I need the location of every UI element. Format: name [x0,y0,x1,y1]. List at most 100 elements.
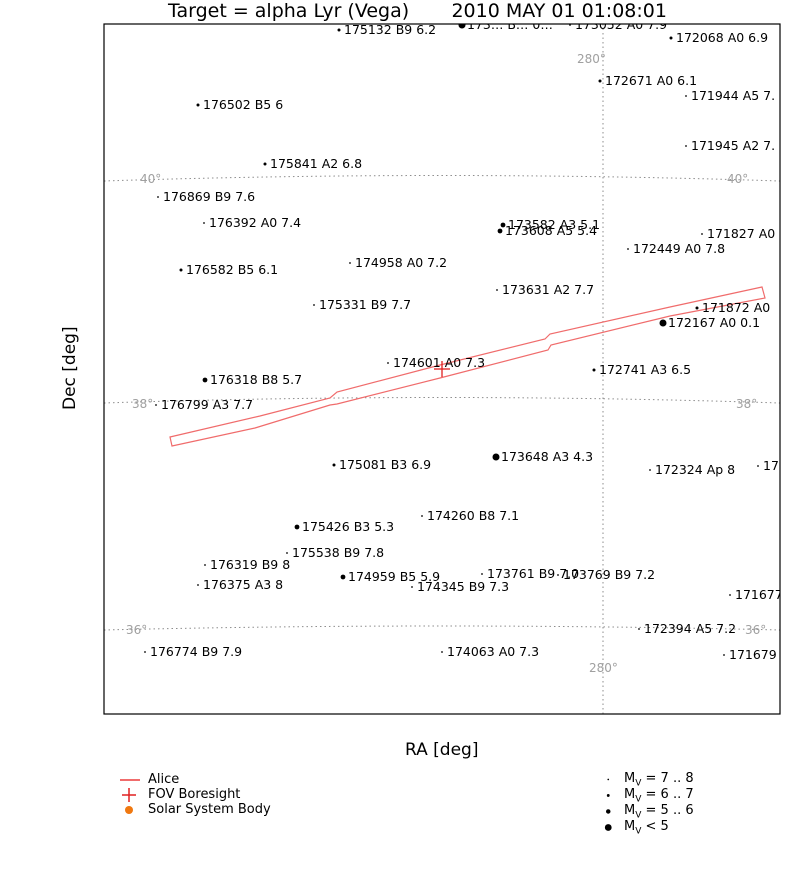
star: 171944 A5 7. [685,88,775,103]
star: 176869 B9 7.6 [157,189,255,204]
legend-solar-label: Solar System Body [148,802,271,817]
title-target: Target = alpha Lyr (Vega) [168,0,410,22]
star-label: 176774 B9 7.9 [150,644,242,659]
star-dot [204,564,206,566]
star: 176392 A0 7.4 [203,215,301,230]
grid-label: 36° [126,623,147,637]
star: 173582 A3 5.1 [500,217,600,232]
legend-instruments: Alice FOV Boresight Solar System Body [120,772,271,817]
legend-mag-5-6: MV = 5 .. 6 [600,803,694,821]
star-dot [627,248,629,250]
star: 176582 B5 6.1 [179,262,278,277]
star-label: 173582 A3 5.1 [508,217,600,232]
grid-label: 280° [577,52,606,66]
star-label: 175538 B9 7.8 [292,545,384,560]
star-label: 175331 B9 7.7 [319,297,411,312]
star-label: 176318 B8 5.7 [210,372,302,387]
star-label: 173608 A5 5.4 [505,223,597,238]
star-label: 173052 A0 7.9 [575,17,667,32]
alice-fov-outline [169,286,766,447]
star-chart: 40° 40° 38° 38° 36° 36° 280° 280° 175132 B9 6.2… [103,17,781,715]
star-label: 176375 A3 8 [203,577,283,592]
star-dot [202,377,208,383]
star-label: 173… B… 0… [467,17,553,32]
legend-mag-lt5-m: M [624,819,636,834]
star-label: 173761 B9 7.0 [487,566,579,581]
legend-mag-lt5: MV < 5 [600,819,694,837]
star-label: 173769 B9 7.2 [563,567,655,582]
legend-mag-7-8-sub: V [635,778,642,789]
plot-frame [103,23,781,715]
star-dot [155,404,157,406]
star: 175426 B3 5.3 [294,519,394,534]
star-dot [496,289,498,291]
star: 174959 B5 5.9 [340,569,440,584]
legend-mag-5-6-range: = 5 .. 6 [645,803,694,818]
legend-boresight: FOV Boresight [120,787,271,802]
star-label: 175841 A2 6.8 [270,156,362,171]
star-label: 172671 A0 6.1 [605,73,697,88]
star: 172324 Ap 8 [649,462,735,477]
star: 176319 B9 8 [204,557,290,572]
star: 174601 A0 7.3 [387,355,485,370]
star-dot [497,228,503,234]
large-dot-icon [604,824,612,831]
star-label: 176502 B5 6 [203,97,283,112]
star-dot [286,552,288,554]
legend-mag-6-7: MV = 6 .. 7 [600,787,694,805]
star: 176375 A3 8 [197,577,283,592]
star-dot [458,24,466,29]
star-label: 174958 A0 7.2 [355,255,447,270]
star: 176318 B8 5.7 [202,372,302,387]
star: 173608 A5 5.4 [497,223,597,238]
star-label: 172741 A3 6.5 [599,362,691,377]
star-dot [411,586,413,588]
grid-labels: 40° 40° 38° 38° 36° 36° 280° 280° [126,52,766,675]
star-dot [387,362,389,364]
star: 172394 A5 7.2 [638,621,736,636]
star: 176774 B9 7.9 [144,644,242,659]
star-dot [337,28,341,32]
star-label: 176869 B9 7.6 [163,189,255,204]
star: 175538 B9 7.8 [286,545,384,560]
grid-line [104,175,780,182]
star-dot [313,304,315,306]
legend-solar: Solar System Body [120,802,271,817]
star-label: 176582 B5 6.1 [186,262,278,277]
star-label: 171872 A0 [702,300,770,315]
star-dot [695,306,699,310]
star-dot [638,628,640,630]
star-dot [421,515,423,517]
star: 174063 A0 7.3 [441,644,539,659]
tiny-dot-icon [607,778,610,781]
grid-label: 40° [140,172,161,186]
legend-mag-6-7-m: M [624,787,636,802]
star-label: 172167 A0 0.1 [668,315,760,330]
solar-body-dot-icon [125,806,133,814]
star: 171872 A0 [695,300,770,315]
star: 173761 B9 7.0 [481,566,579,581]
star: 173… B… 0… [458,17,553,32]
star-label: 173631 A2 7.7 [502,282,594,297]
legend-mag-lt5-range: < 5 [645,819,669,834]
star-dot [196,103,200,107]
star: 171945 A2 7. [685,138,775,153]
x-axis-label: RA [deg] [405,740,479,760]
star-label: 176392 A0 7.4 [209,215,301,230]
star-dot [349,262,351,264]
star: 175331 B9 7.7 [313,297,411,312]
star-label: 175081 B3 6.9 [339,457,431,472]
star-dot [557,574,559,576]
star: 17 [757,458,779,473]
star-dot [729,594,731,596]
star-label: 172068 A0 6.9 [676,30,768,45]
star: 172741 A3 6.5 [592,362,691,377]
star-label: 174959 B5 5.9 [348,569,440,584]
star-label: 17 [763,458,779,473]
star-dot [492,453,500,461]
star-label: 171945 A2 7. [691,138,775,153]
chart-title: Target = alpha Lyr (Vega) 2010 MAY 01 01… [168,0,667,22]
star: 174345 B9 7.3 [411,579,509,594]
star-label: 175132 B9 6.2 [344,22,436,37]
legend-mag-7-8-range: = 7 .. 8 [645,771,694,786]
